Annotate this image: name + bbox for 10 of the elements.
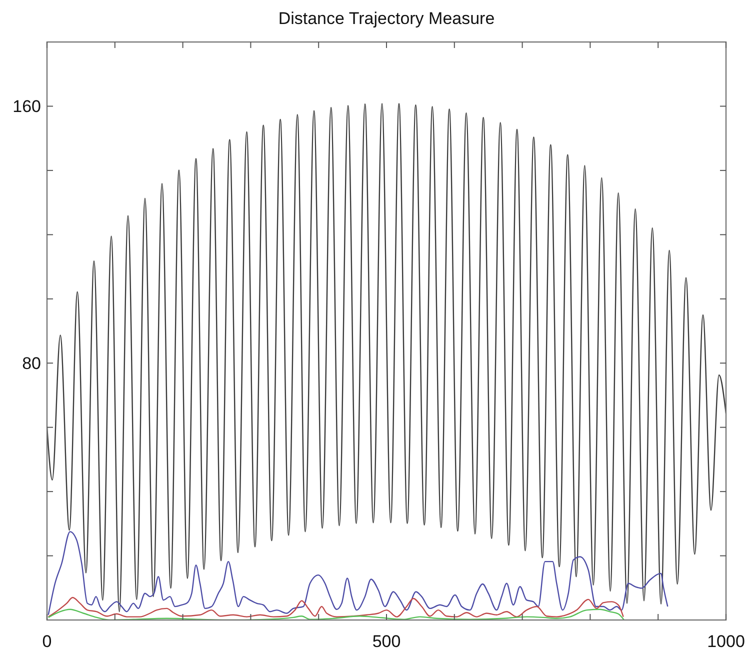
line-series <box>48 596 624 618</box>
line-series <box>48 608 625 620</box>
y-tick-label: 80 <box>22 354 41 374</box>
line-series <box>48 531 668 616</box>
chart-title: Distance Trajectory Measure <box>278 9 495 28</box>
line-series <box>47 103 726 612</box>
y-tick-label: 160 <box>12 97 41 116</box>
x-tick-label: 1000 <box>707 632 745 651</box>
x-tick-label: 500 <box>372 632 401 651</box>
x-tick-label: 0 <box>42 632 52 651</box>
